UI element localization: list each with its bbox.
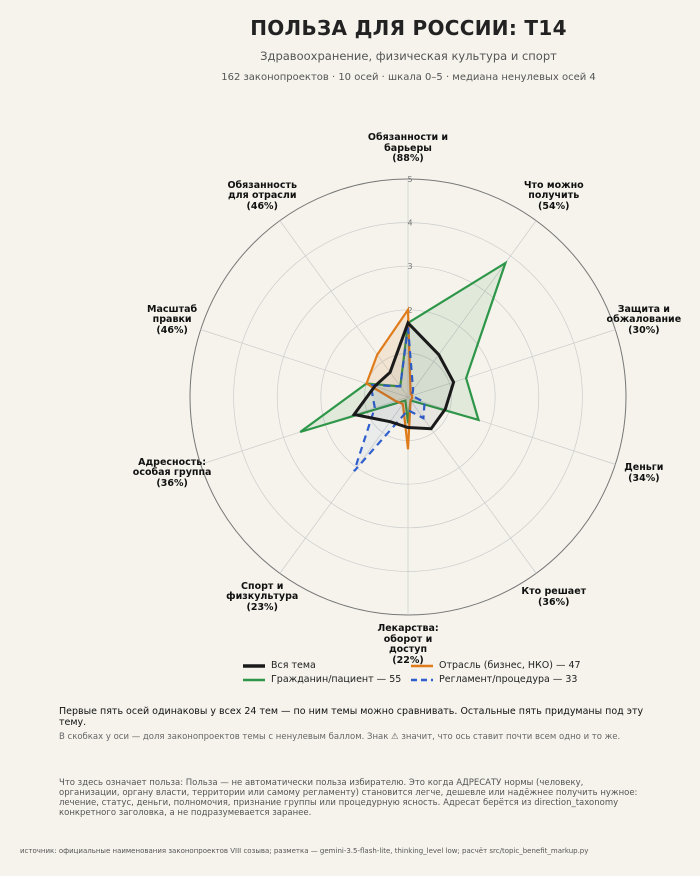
axis-label-line: (46%) <box>156 324 188 336</box>
note-benefit-definition: Что здесь означает польза: Польза — не а… <box>59 778 638 818</box>
series-area-procedure <box>354 327 425 472</box>
series-area-citizen <box>300 263 506 432</box>
axis-spoke-1 <box>407 220 537 398</box>
axis-label-line: Защита и <box>617 303 670 315</box>
legend-item-citizen: Гражданин/пациент — 55 <box>243 674 401 685</box>
legend-item-industry: Отрасль (бизнес, НКО) — 47 <box>411 660 581 671</box>
axis-label-line: физкультура <box>226 591 299 603</box>
legend-swatch-all <box>243 663 265 668</box>
axis-label-line: Адресность: <box>138 456 207 468</box>
axis-label-line: правки <box>152 314 192 326</box>
axis-label-line: доступ <box>388 644 428 655</box>
axis-spoke-6 <box>279 396 409 574</box>
legend-swatch-citizen <box>243 678 265 681</box>
axis-label-line: (46%) <box>246 200 278 212</box>
legend-label-industry: Отрасль (бизнес, НКО) — 47 <box>439 660 581 671</box>
legend-label-citizen: Гражданин/пациент — 55 <box>271 674 402 685</box>
series-line-procedure <box>353 327 426 472</box>
axis-label-line: Деньги <box>624 462 664 474</box>
axis-label-line: (88%) <box>392 153 424 165</box>
note-axis-share: В скобках у оси — доля законопроектов те… <box>59 732 621 742</box>
axis-label-line: Что можно <box>523 179 584 191</box>
series-line-industry <box>365 306 414 450</box>
chart-meta: 162 законопроектов · 10 осей · шкала 0–5… <box>221 72 596 83</box>
axis-label-line: Обязанности и <box>367 132 449 144</box>
series-line-all <box>351 320 456 431</box>
axis-label-line: (54%) <box>538 200 570 212</box>
axis-label-line: (34%) <box>628 472 660 484</box>
axis-label-1: Что можно получить (54%) <box>494 179 614 213</box>
page-subtitle: Здравоохранение, физическая культура и с… <box>260 49 557 63</box>
axis-label-line: Масштаб <box>147 303 198 315</box>
axis-label-line: Лекарства: <box>377 623 439 634</box>
axis-label-line: (36%) <box>538 596 570 608</box>
axis-label-line: оборот и <box>383 633 433 645</box>
axis-label-line: обжалование <box>606 314 682 326</box>
axis-label-5: Лекарства: оборот и доступ (22%) <box>348 623 468 666</box>
axis-spoke-3 <box>407 396 616 465</box>
axis-label-line: (22%) <box>392 654 424 666</box>
axis-label-line: барьеры <box>384 142 432 154</box>
source-line: источник: официальные наименования закон… <box>20 847 589 855</box>
axis-label-0: Обязанности и барьеры (88%) <box>348 133 468 165</box>
axis-label-line: Спорт и <box>241 580 284 592</box>
axis-spoke-4 <box>407 396 537 574</box>
axis-label-3: Деньги (34%) <box>584 463 700 484</box>
radial-tick-5: 5 <box>407 175 412 184</box>
axis-label-4: Кто решает (36%) <box>494 587 614 608</box>
axis-label-line: (23%) <box>246 601 278 613</box>
axis-label-2: Защита и обжалование (30%) <box>584 303 700 337</box>
radial-tick-4: 4 <box>407 219 412 228</box>
radial-tick-2: 2 <box>407 306 412 315</box>
axis-label-9: Обязанность для отрасли (46%) <box>202 179 322 213</box>
radial-tick-3: 3 <box>407 262 412 271</box>
axis-label-line: (36%) <box>156 477 188 489</box>
axis-label-line: получить <box>528 190 580 202</box>
axis-label-8: Масштаб правки (46%) <box>112 303 232 337</box>
page-title: ПОЛЬЗА ДЛЯ РОССИИ: Т14 <box>250 16 567 40</box>
axis-spoke-2 <box>407 329 616 398</box>
legend-swatch-industry <box>411 664 433 667</box>
legend-item-procedure: Регламент/процедура — 33 <box>411 674 577 685</box>
legend-item-all: Вся тема <box>243 660 316 671</box>
axis-label-6: Спорт и физкультура (23%) <box>202 580 322 614</box>
axis-label-line: Обязанность <box>227 179 297 191</box>
legend-label-procedure: Регламент/процедура — 33 <box>439 674 578 685</box>
legend-swatch-procedure <box>411 678 433 681</box>
legend-label-all: Вся тема <box>271 660 316 671</box>
axis-label-line: (30%) <box>628 324 660 336</box>
note-comparable-axes: Первые пять осей одинаковы у всех 24 тем… <box>59 706 644 728</box>
axis-label-line: для отрасли <box>227 190 297 202</box>
axis-label-line: особая группа <box>132 467 212 479</box>
series-area-all <box>354 322 454 429</box>
axis-spoke-9 <box>279 220 409 398</box>
radar-chart: 2 3 4 5 <box>189 175 627 616</box>
axis-label-7: Адресность: особая группа (36%) <box>112 456 232 490</box>
axis-label-line: Кто решает <box>521 586 587 598</box>
